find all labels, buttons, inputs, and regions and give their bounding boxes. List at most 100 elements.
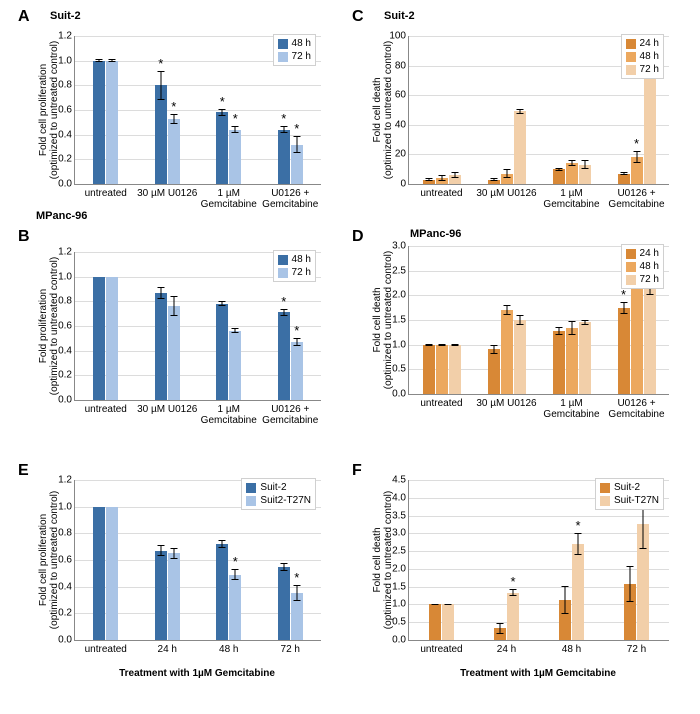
- xtick-label: 1 µMGemcitabine: [539, 188, 604, 210]
- legend-item: 72 h: [278, 266, 311, 279]
- bar: [501, 310, 513, 394]
- error-bar: [283, 126, 284, 133]
- error-bar: [571, 321, 572, 335]
- bar: [278, 567, 290, 640]
- bar: [644, 70, 656, 184]
- legend-label: 72 h: [640, 63, 659, 76]
- legend-item: 72 h: [626, 63, 659, 76]
- y-axis-label: Fold cell proliferation(optimized to unt…: [38, 36, 60, 184]
- bar: [278, 312, 290, 400]
- error-bar: [283, 309, 284, 316]
- significance-star: *: [233, 555, 238, 568]
- bar: [579, 322, 591, 394]
- bar: [449, 345, 461, 394]
- bar: [553, 331, 565, 394]
- legend: 24 h48 h72 h: [621, 244, 664, 289]
- y-axis-label: Fold cell proliferation(optimized to unt…: [38, 480, 60, 640]
- panel-E: E0.00.20.40.60.81.01.2untreated24 h48 h*…: [18, 462, 340, 694]
- error-bar: [173, 296, 174, 316]
- legend-item: Suit-2: [246, 481, 311, 494]
- legend-label: Suit-2: [614, 481, 640, 494]
- legend-item: 48 h: [278, 253, 311, 266]
- legend-swatch: [600, 483, 610, 493]
- xtick-label: 72 h: [604, 644, 669, 655]
- bar: [168, 553, 180, 640]
- error-bar: [296, 338, 297, 345]
- xtick-label: untreated: [75, 188, 137, 199]
- bar: [631, 277, 643, 394]
- legend-label: Suit-2: [260, 481, 286, 494]
- bar: [631, 157, 643, 184]
- y-axis-label: Fold cell death(optimized to untreated c…: [372, 36, 394, 184]
- legend: Suit-2Suit-T27N: [595, 478, 664, 510]
- bar: [442, 604, 454, 640]
- legend-item: Suit2-T27N: [246, 494, 311, 507]
- bar: [93, 507, 105, 640]
- error-bar: [160, 545, 161, 556]
- bar: [436, 178, 448, 184]
- legend-item: 48 h: [626, 50, 659, 63]
- legend-swatch: [626, 262, 636, 272]
- panel-label: D: [352, 228, 364, 246]
- significance-star: *: [510, 575, 515, 588]
- error-bar: [500, 623, 501, 634]
- bar: [501, 174, 513, 184]
- bar: [106, 277, 118, 400]
- significance-star: *: [575, 519, 580, 532]
- legend-swatch: [278, 255, 288, 265]
- legend-swatch: [626, 52, 636, 62]
- legend-item: 72 h: [278, 50, 311, 63]
- bar: [155, 551, 167, 640]
- error-bar: [565, 586, 566, 614]
- xtick-label: 24 h: [474, 644, 539, 655]
- bar: [291, 145, 303, 184]
- bar: [637, 524, 649, 640]
- legend-label: Suit2-T27N: [260, 494, 311, 507]
- xtick-label: U0126 +Gemcitabine: [260, 404, 322, 426]
- error-bar: [519, 109, 520, 115]
- bar: [436, 345, 448, 394]
- legend-label: 72 h: [640, 273, 659, 286]
- legend: 48 h72 h: [273, 250, 316, 282]
- significance-star: *: [294, 571, 299, 584]
- bar: [229, 575, 241, 640]
- panel-label: F: [352, 462, 362, 480]
- bar: [579, 165, 591, 184]
- legend-label: 24 h: [640, 247, 659, 260]
- bar: [644, 286, 656, 394]
- legend-swatch: [626, 39, 636, 49]
- xtick-label: 72 h: [260, 644, 322, 655]
- xtick-label: 24 h: [137, 644, 199, 655]
- error-bar: [571, 160, 572, 166]
- bar: [566, 328, 578, 394]
- legend: 48 h72 h: [273, 34, 316, 66]
- xtick-label: untreated: [409, 188, 474, 199]
- error-bar: [296, 585, 297, 601]
- error-bar: [99, 59, 100, 61]
- bar: [93, 277, 105, 400]
- bar: [488, 349, 500, 394]
- error-bar: [519, 315, 520, 325]
- bar: [514, 320, 526, 394]
- panel-title: Suit-2: [384, 10, 415, 22]
- error-bar: [428, 178, 429, 181]
- legend-item: 24 h: [626, 247, 659, 260]
- significance-star: *: [294, 122, 299, 135]
- error-bar: [235, 328, 236, 333]
- panel-label: A: [18, 8, 30, 26]
- y-axis-label: Fold cell death(optimized to untreated c…: [372, 246, 394, 394]
- error-bar: [506, 169, 507, 178]
- error-bar: [506, 305, 507, 315]
- significance-star: *: [281, 112, 286, 125]
- bar: [449, 175, 461, 184]
- xtick-label: 30 µM U0126: [474, 398, 539, 409]
- panel-B: BMPanc-960.00.20.40.60.81.01.2untreated3…: [18, 228, 340, 438]
- bar: [155, 85, 167, 184]
- legend-label: 48 h: [640, 260, 659, 273]
- bar: [514, 111, 526, 184]
- bar: [216, 544, 228, 640]
- gridline: [409, 154, 669, 155]
- bar: [155, 293, 167, 400]
- error-bar: [235, 569, 236, 580]
- error-bar: [584, 320, 585, 325]
